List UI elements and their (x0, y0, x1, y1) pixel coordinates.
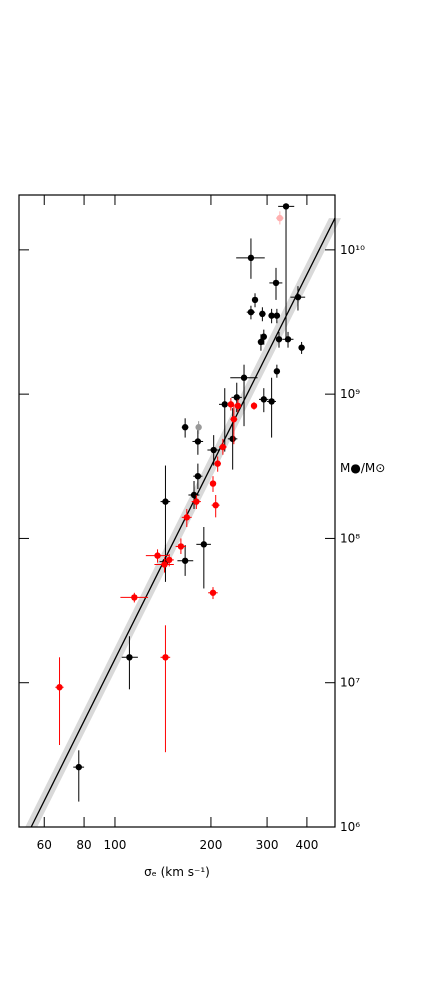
point (229, 435, 236, 443)
point (209, 480, 217, 487)
x-tick-label: 300 (256, 838, 279, 852)
point (219, 443, 227, 451)
y-tick-label: 10⁷ (340, 676, 360, 690)
y-tick-label: 10⁶ (340, 820, 360, 834)
point (209, 589, 217, 596)
point (190, 491, 198, 499)
point (194, 472, 202, 480)
point (200, 541, 208, 548)
point (276, 214, 284, 222)
point (240, 374, 248, 381)
point (166, 556, 173, 564)
point (181, 557, 189, 564)
x-axis-label: σₑ (km s⁻¹) (144, 865, 210, 879)
point (162, 498, 169, 505)
x-tick-label: 400 (295, 838, 318, 852)
point (183, 514, 190, 521)
point (210, 446, 217, 454)
point (282, 203, 290, 210)
point (233, 394, 240, 401)
fit-line (30, 217, 336, 828)
point (247, 254, 255, 262)
plot-frame (18, 194, 336, 828)
point (275, 336, 283, 343)
x-tick-label: 100 (104, 838, 127, 852)
point (230, 416, 238, 423)
point (272, 279, 280, 287)
x-tick-label: 60 (37, 838, 52, 852)
point (212, 501, 219, 509)
x-tick-label: 80 (76, 838, 91, 852)
point (195, 424, 202, 431)
point (214, 460, 221, 467)
point (268, 312, 275, 319)
point (131, 594, 138, 601)
y-axis-label: M●/M⊙ (340, 461, 385, 475)
point (161, 561, 168, 568)
point (56, 684, 63, 691)
point (268, 398, 275, 405)
point (177, 543, 185, 550)
point (294, 293, 302, 301)
point (194, 438, 202, 445)
point (298, 344, 305, 351)
point (259, 310, 266, 318)
y-tick-label: 10⁸ (340, 531, 360, 545)
point (162, 654, 169, 661)
point (260, 333, 268, 340)
point (181, 424, 189, 431)
point (273, 368, 281, 375)
point (247, 308, 255, 316)
point (251, 296, 259, 304)
point (260, 396, 268, 403)
point (227, 401, 235, 408)
y-tick-label: 10¹⁰ (340, 243, 365, 257)
point (126, 654, 133, 661)
x-tick-label: 200 (199, 838, 222, 852)
point (273, 312, 281, 319)
point (250, 402, 258, 410)
point (221, 401, 228, 408)
point (257, 338, 265, 346)
y-tick-label: 10⁹ (340, 387, 360, 401)
point (234, 402, 242, 410)
point (154, 552, 161, 559)
point (193, 498, 200, 505)
point (75, 763, 82, 771)
